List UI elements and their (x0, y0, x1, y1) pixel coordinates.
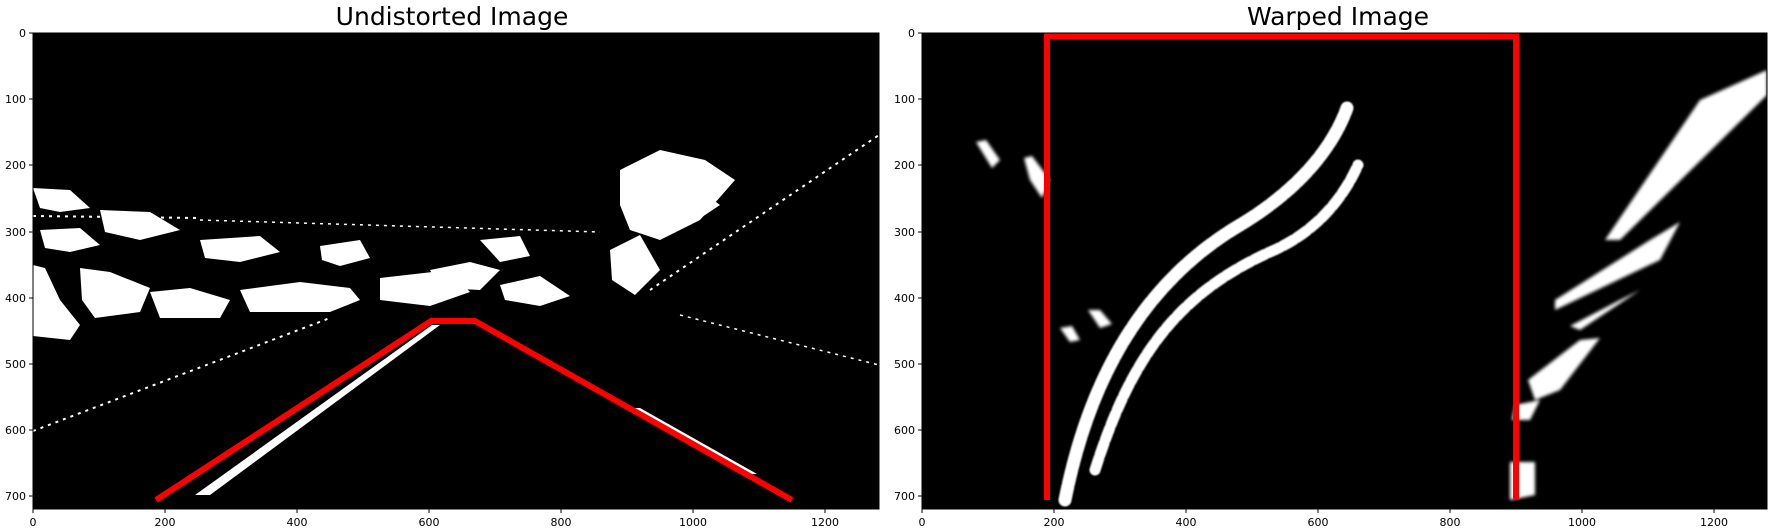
source-polygon-overlay (154, 318, 794, 503)
undistorted-ytick: 600 (5, 424, 26, 437)
undistorted-edge-pixels (33, 150, 735, 340)
warped-ytick: 700 (894, 490, 915, 503)
panel-title-undistorted: Undistorted Image (336, 2, 569, 31)
undistorted-ytick: 400 (5, 292, 26, 305)
panel-title-warped: Warped Image (1247, 2, 1429, 31)
warped-xtick: 1200 (1700, 516, 1728, 529)
destination-rectangle-overlay (1044, 33, 1519, 500)
warped-xtick: 800 (1440, 516, 1461, 529)
warped-axes-frame (921, 32, 1768, 510)
undistorted-ytick: 300 (5, 226, 26, 239)
undistorted-ytick: 200 (5, 159, 26, 172)
left-lane-line (195, 325, 440, 495)
warped-ytick: 0 (908, 27, 915, 40)
undistorted-y-axis: 0 100 200 300 400 500 600 700 (5, 27, 33, 503)
undistorted-xtick: 200 (155, 516, 176, 529)
warped-xtick: 1000 (1568, 516, 1596, 529)
warped-xtick: 200 (1044, 516, 1065, 529)
undistorted-ytick: 500 (5, 358, 26, 371)
undistorted-axes-frame (32, 32, 880, 510)
undistorted-ytick: 0 (19, 27, 26, 40)
undistorted-xtick: 400 (287, 516, 308, 529)
warped-y-axis: 0 100 200 300 400 500 600 700 (894, 27, 922, 503)
undistorted-xtick: 0 (30, 516, 37, 529)
warped-ytick: 100 (894, 93, 915, 106)
warped-ytick: 500 (894, 358, 915, 371)
warped-ytick: 300 (894, 226, 915, 239)
warped-ytick: 200 (894, 159, 915, 172)
undistorted-xtick: 1200 (811, 516, 839, 529)
undistorted-xtick: 600 (419, 516, 440, 529)
warped-image (922, 33, 1767, 509)
undistorted-ytick: 700 (5, 490, 26, 503)
undistorted-ytick: 100 (5, 93, 26, 106)
undistorted-x-axis: 0 200 400 600 800 1000 1200 (30, 509, 839, 529)
warped-xtick: 600 (1308, 516, 1329, 529)
warped-xtick: 400 (1176, 516, 1197, 529)
undistorted-xtick: 1000 (679, 516, 707, 529)
warped-edge-blobs (976, 70, 1767, 500)
warped-ytick: 600 (894, 424, 915, 437)
warped-x-axis: 0 200 400 600 800 1000 1200 (919, 509, 1728, 529)
warped-lane-lines (1058, 101, 1364, 507)
undistorted-image (32, 33, 880, 509)
warped-xtick: 0 (919, 516, 926, 529)
undistorted-xtick: 800 (551, 516, 572, 529)
undistorted-streaks (32, 134, 880, 432)
warped-ytick: 400 (894, 292, 915, 305)
